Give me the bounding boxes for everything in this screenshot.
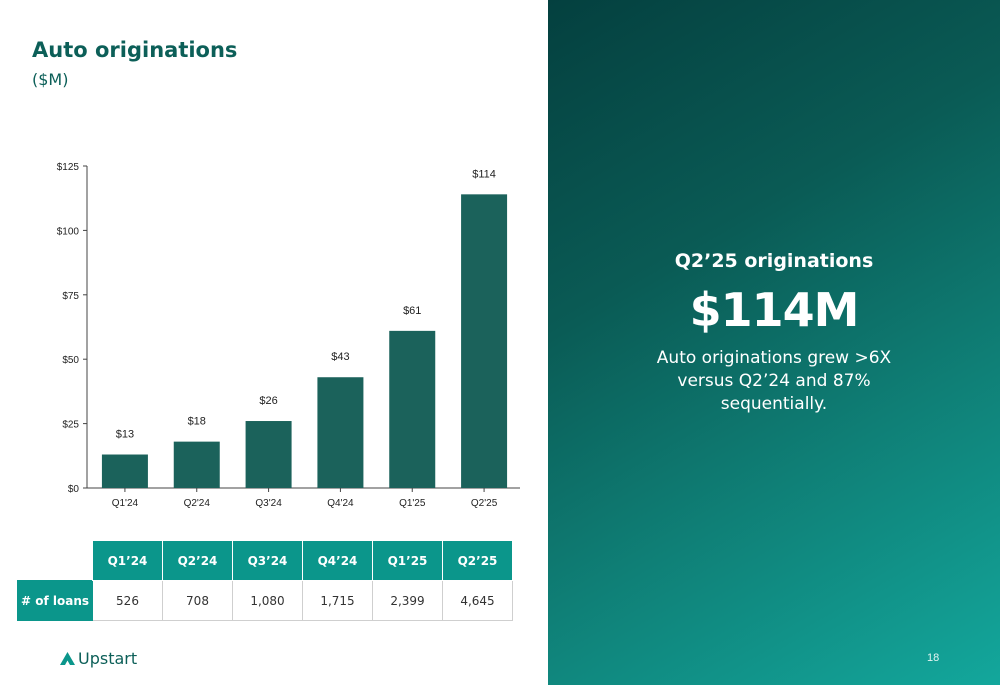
table-header-q2-25: Q2’25 <box>442 540 513 581</box>
table-cell: 2,399 <box>372 580 443 621</box>
slide-subtitle: ($M) <box>32 70 69 89</box>
table-corner <box>18 541 93 581</box>
bar-value-label: $18 <box>188 416 206 428</box>
x-tick-label: Q1'24 <box>112 498 139 509</box>
table-cell: 4,645 <box>442 580 513 621</box>
table-cell: 526 <box>92 580 163 621</box>
brand-name: Upstart <box>78 649 138 668</box>
table-row: # of loans 526 708 1,080 1,715 2,399 4,6… <box>17 580 513 621</box>
table-cell: 708 <box>162 580 233 621</box>
y-tick-label: $50 <box>62 355 79 366</box>
slide-title: Auto originations <box>32 38 238 62</box>
x-tick-label: Q1'25 <box>399 498 426 509</box>
bar <box>461 194 508 488</box>
loans-table-header-row: Q1’24 Q2’24 Q3’24 Q4’24 Q1’25 Q2’25 <box>18 540 513 581</box>
y-tick-label: $25 <box>62 420 79 431</box>
bar-value-label: $114 <box>472 168 496 180</box>
table-cell: 1,080 <box>232 580 303 621</box>
bar-value-label: $13 <box>116 429 134 441</box>
x-tick-label: Q2'25 <box>471 498 498 509</box>
upstart-logo-icon <box>60 652 75 665</box>
bar <box>317 377 364 488</box>
bar <box>101 454 148 488</box>
table-row-label: # of loans <box>17 580 93 621</box>
bar-value-label: $26 <box>259 395 277 407</box>
y-tick-label: $100 <box>57 226 80 237</box>
y-tick-label: $0 <box>68 484 80 495</box>
y-tick-label: $75 <box>62 291 79 302</box>
left-panel: Auto originations ($M) $0 $25 $50 $75 $100 $1… <box>17 38 520 668</box>
bar <box>245 421 292 488</box>
x-tick-label: Q4'24 <box>327 498 354 509</box>
bar <box>389 330 436 488</box>
upstart-logo: Upstart <box>60 649 137 668</box>
highlight-panel: Q2’25 originations $114M Auto originatio… <box>548 0 1000 685</box>
table-header-q3-24: Q3’24 <box>232 540 303 581</box>
y-tick-label: $125 <box>57 162 80 173</box>
table-cell: 1,715 <box>302 580 373 621</box>
page-number: 18 <box>927 652 940 664</box>
panel-big-number: $114M <box>689 283 860 337</box>
originations-bar-chart: $0 $25 $50 $75 $100 $125 $13 Q1'24 $18 Q2'24 $26 Q3… <box>57 162 520 509</box>
bar-value-label: $43 <box>331 351 349 363</box>
bar <box>173 441 220 488</box>
loans-table: Q1’24 Q2’24 Q3’24 Q4’24 Q1’25 Q2’25 # of… <box>17 540 513 621</box>
panel-description: Auto originations grew >6X versus Q2’24 … <box>656 348 892 414</box>
x-tick-label: Q3'24 <box>255 498 282 509</box>
bar-value-label: $61 <box>403 305 421 317</box>
table-header-q2-24: Q2’24 <box>162 540 233 581</box>
table-header-q1-24: Q1’24 <box>92 540 163 581</box>
table-header-q1-25: Q1’25 <box>372 540 443 581</box>
x-tick-label: Q2'24 <box>184 498 211 509</box>
panel-heading: Q2’25 originations <box>674 250 874 272</box>
table-header-q4-24: Q4’24 <box>302 540 373 581</box>
